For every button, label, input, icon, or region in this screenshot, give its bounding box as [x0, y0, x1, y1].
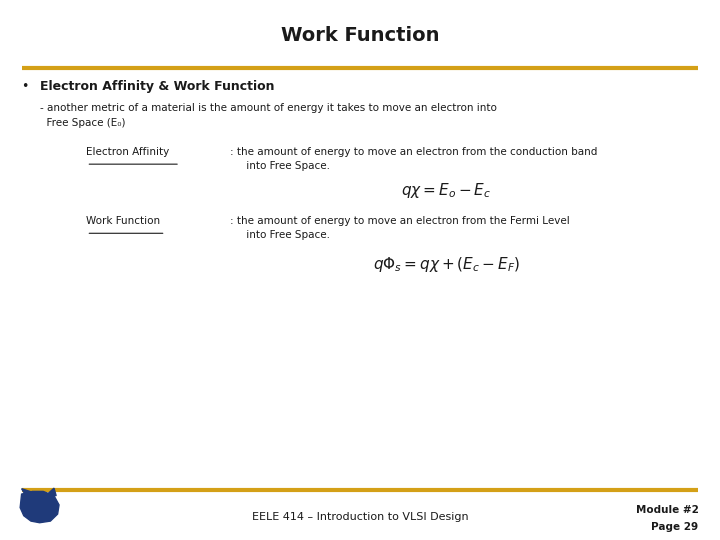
Text: $q\chi = E_o - E_c$: $q\chi = E_o - E_c$ — [401, 180, 492, 200]
Polygon shape — [20, 491, 59, 523]
Text: Electron Affinity: Electron Affinity — [86, 147, 170, 157]
Text: Module #2: Module #2 — [636, 505, 698, 515]
Text: : the amount of energy to move an electron from the Fermi Level: : the amount of energy to move an electr… — [230, 217, 570, 226]
Text: : the amount of energy to move an electron from the conduction band: : the amount of energy to move an electr… — [230, 147, 598, 157]
Text: - another metric of a material is the amount of energy it takes to move an elect: - another metric of a material is the am… — [40, 103, 497, 113]
Text: into Free Space.: into Free Space. — [230, 161, 330, 171]
Text: into Free Space.: into Free Space. — [230, 231, 330, 240]
Text: EELE 414 – Introduction to VLSI Design: EELE 414 – Introduction to VLSI Design — [252, 512, 468, 522]
Polygon shape — [22, 489, 33, 496]
Text: Work Function: Work Function — [86, 217, 161, 226]
Text: Free Space (E₀): Free Space (E₀) — [40, 118, 125, 128]
Text: $q\Phi_s = q\chi + (E_c - E_F)$: $q\Phi_s = q\chi + (E_c - E_F)$ — [373, 255, 520, 274]
Text: Page 29: Page 29 — [652, 522, 698, 531]
Text: Electron Affinity & Work Function: Electron Affinity & Work Function — [40, 80, 274, 93]
Polygon shape — [48, 488, 56, 496]
Text: •: • — [22, 80, 29, 93]
Text: Work Function: Work Function — [281, 25, 439, 45]
